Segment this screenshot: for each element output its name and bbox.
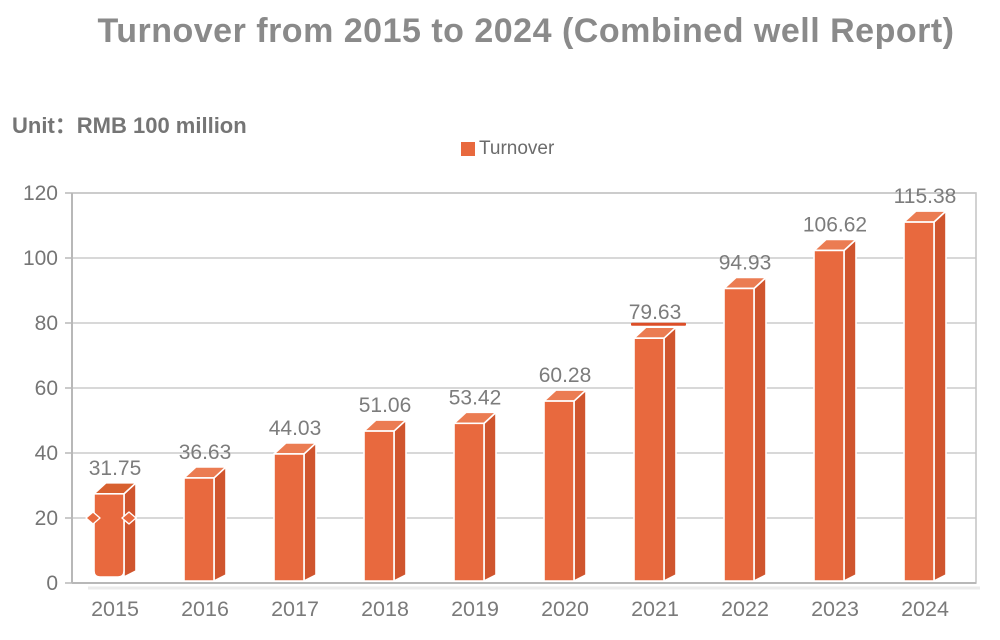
bar-pinch-right-2015 (121, 511, 137, 525)
bar-side-2015 (123, 482, 137, 578)
chart-title: Turnover from 2015 to 2024 (Combined wel… (97, 12, 955, 50)
bar-side-2020 (573, 389, 587, 582)
value-label-2017: 44.03 (269, 417, 322, 440)
y-tick-label-20: 20 (35, 507, 58, 530)
value-label-2015: 31.75 (89, 457, 142, 480)
value-label-2024: 115.38 (894, 185, 957, 208)
x-category-label-2017: 2017 (271, 597, 319, 621)
value-label-2021: 79.63 (629, 301, 682, 324)
legend-label: Turnover (479, 138, 555, 159)
x-category-label-2024: 2024 (901, 597, 949, 621)
bar-front-2017 (273, 453, 305, 582)
bar-side-2021 (663, 326, 677, 582)
x-category-label-2018: 2018 (361, 597, 409, 621)
bar-side-2018 (393, 419, 407, 582)
legend-swatch-icon (461, 142, 475, 156)
bar-front-2020 (543, 400, 575, 582)
x-category-label-2016: 2016 (181, 597, 229, 621)
value-marker-line-2021 (631, 322, 686, 326)
bar-side-2022 (753, 276, 767, 582)
unit-label: Unit：RMB 100 million (12, 113, 247, 138)
bar-front-2016 (183, 477, 215, 582)
bar-front-2018 (363, 430, 395, 582)
x-category-label-2021: 2021 (631, 597, 679, 621)
bar-front-2015 (93, 493, 125, 578)
y-tick-label-0: 0 (46, 572, 58, 595)
value-label-2020: 60.28 (539, 364, 592, 387)
bar-pinch-left-2015 (85, 511, 101, 525)
bar-front-2023 (813, 249, 845, 582)
x-category-label-2019: 2019 (451, 597, 499, 621)
bar-front-2021 (633, 337, 665, 582)
y-tick-label-100: 100 (23, 247, 58, 270)
legend: Turnover (461, 138, 555, 159)
x-category-label-2015: 2015 (91, 597, 139, 621)
x-category-label-2020: 2020 (541, 597, 589, 621)
y-tick-label-40: 40 (35, 442, 58, 465)
bar-front-2019 (453, 422, 485, 582)
bar-side-2017 (303, 442, 317, 582)
value-label-2022: 94.93 (719, 251, 772, 274)
y-tick-label-60: 60 (35, 377, 58, 400)
bar-side-2023 (843, 238, 857, 582)
value-label-2016: 36.63 (179, 441, 232, 464)
bar-side-2016 (213, 466, 227, 582)
y-tick-label-120: 120 (23, 182, 58, 205)
x-category-label-2022: 2022 (721, 597, 769, 621)
y-tick-label-80: 80 (35, 312, 58, 335)
value-label-2023: 106.62 (803, 213, 867, 236)
bar-front-2024 (903, 221, 935, 582)
x-category-label-2023: 2023 (811, 597, 859, 621)
value-label-2019: 53.42 (449, 386, 502, 409)
bar-side-2024 (933, 210, 947, 582)
bar-front-2022 (723, 287, 755, 582)
value-label-2018: 51.06 (359, 394, 412, 417)
bar-side-2019 (483, 411, 497, 582)
